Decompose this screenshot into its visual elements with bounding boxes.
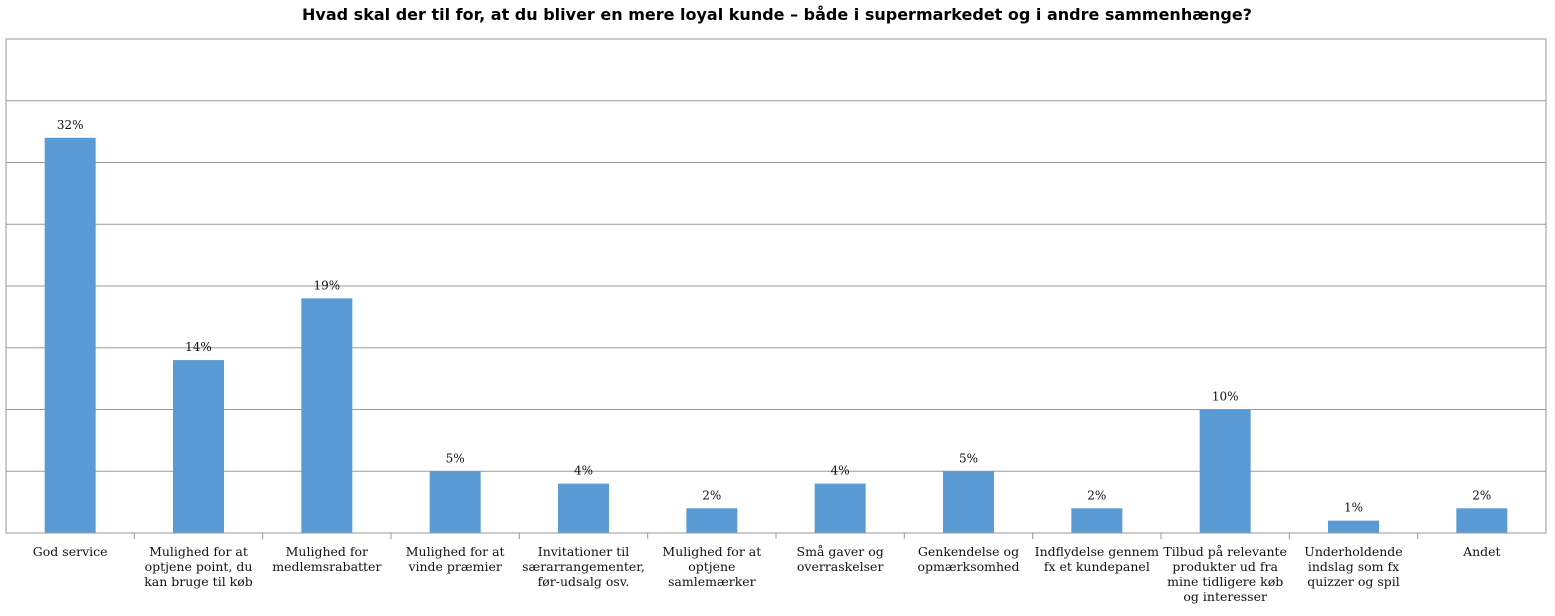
bar <box>429 471 481 533</box>
category-label: Indflydelse gennem fx et kundepanel <box>1035 544 1159 574</box>
data-label: 2% <box>702 488 721 502</box>
data-label: 5% <box>959 451 978 465</box>
bar <box>301 298 353 533</box>
bars <box>44 137 1508 534</box>
bar <box>1199 409 1251 533</box>
data-labels: 32% 14% 19% 5% 4% 2% 4% 5% 2% 10% 1% 2% <box>57 118 1492 515</box>
gridlines <box>6 100 1546 472</box>
bar <box>44 137 96 534</box>
data-label: 4% <box>574 464 593 478</box>
category-label: Små gaver og overraskelser <box>797 544 884 574</box>
bar <box>686 508 738 533</box>
data-label: 1% <box>1344 501 1363 515</box>
data-label: 4% <box>831 464 850 478</box>
data-label: 2% <box>1087 488 1106 502</box>
bar <box>1071 508 1123 533</box>
data-label: 2% <box>1472 488 1491 502</box>
category-label: Genkendelse og opmærksomhed <box>918 544 1020 574</box>
bar <box>1456 508 1508 533</box>
x-axis: God service Mulighed for at optjene point,… <box>6 532 1546 604</box>
bar <box>1328 520 1379 533</box>
category-label: Andet <box>1462 544 1501 559</box>
chart-title: Hvad skal der til for, at du bliver en m… <box>302 5 1252 24</box>
bar <box>943 471 994 533</box>
category-label: Mulighed for at vinde præmier <box>406 544 505 574</box>
bar <box>814 483 866 533</box>
category-label: Invitationer til særarrangementer, før-uds… <box>522 544 645 589</box>
category-label: Underholdende indslag som fx quizzer og sp… <box>1304 544 1402 589</box>
data-label: 5% <box>446 451 465 465</box>
category-label: Mulighed for at optjene samlemærker <box>662 544 761 589</box>
data-label: 14% <box>185 340 212 354</box>
data-label: 10% <box>1212 390 1239 404</box>
bar <box>558 483 609 533</box>
category-label: Mulighed for medlemsrabatter <box>272 544 381 574</box>
data-label: 19% <box>313 278 340 292</box>
category-label: Tilbud på relevante produkter ud fra mine … <box>1163 544 1287 604</box>
category-label: Mulighed for at optjene point, du kan brug… <box>144 544 253 589</box>
data-label: 32% <box>57 118 84 132</box>
bar <box>173 360 224 533</box>
category-label: God service <box>33 544 108 559</box>
